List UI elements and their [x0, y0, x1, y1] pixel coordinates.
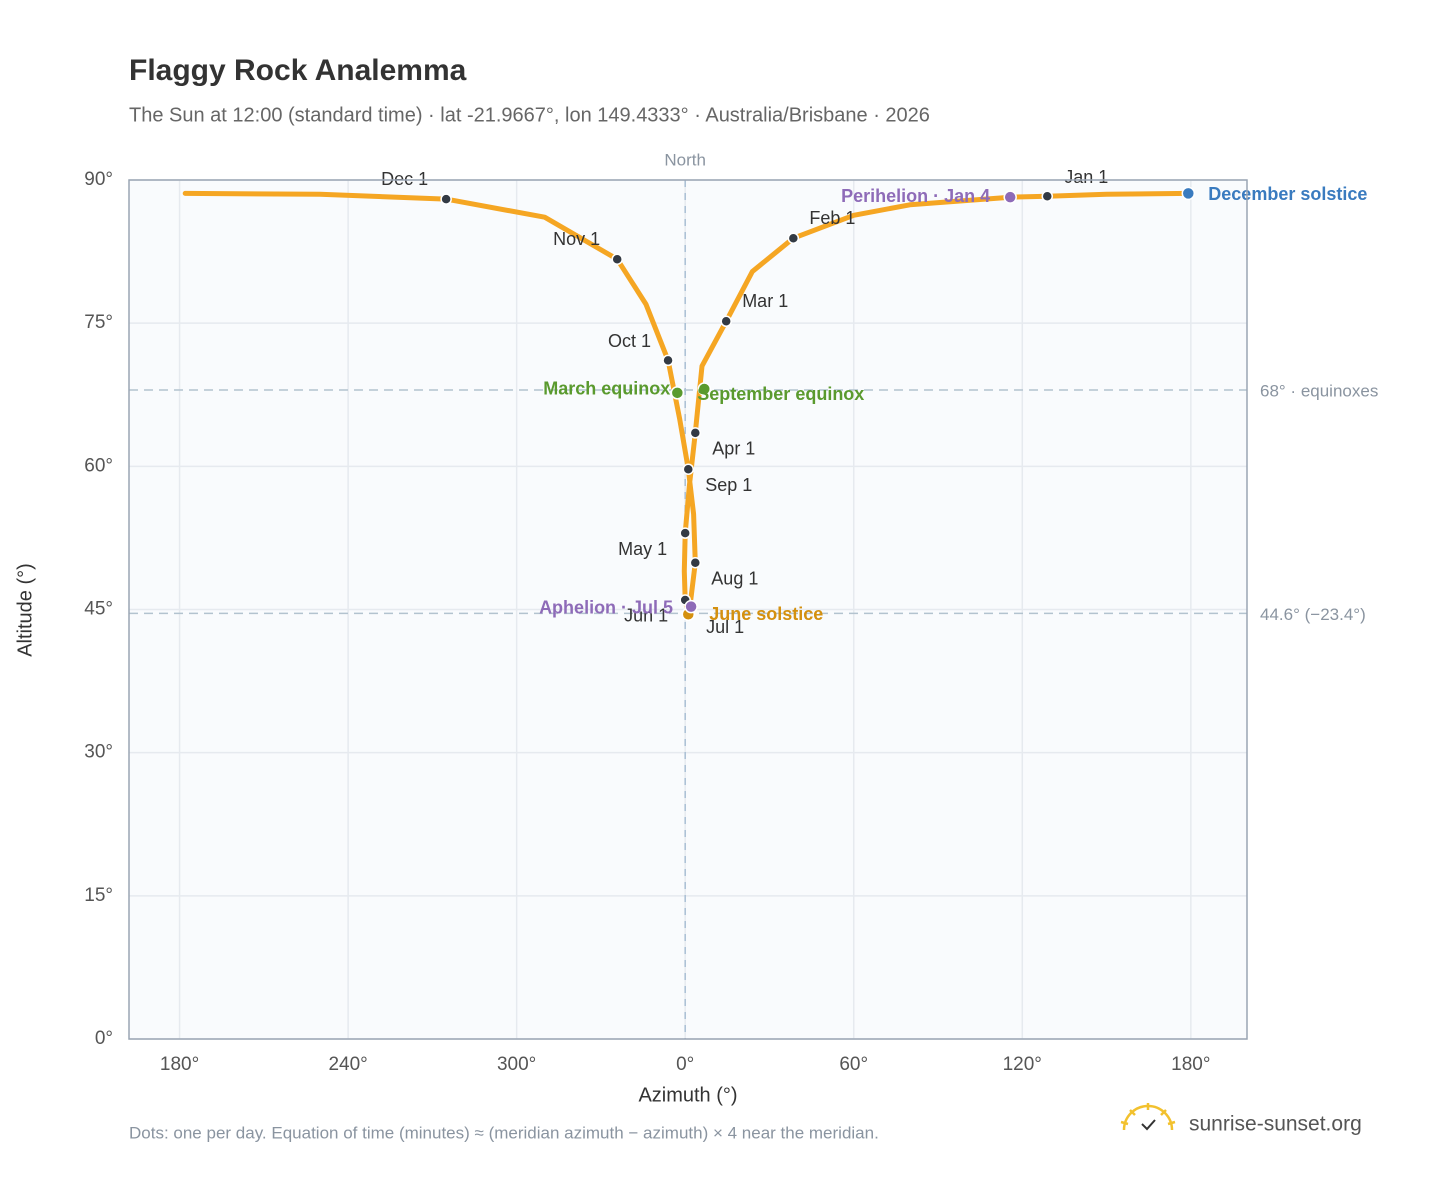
- event-label: Perihelion · Jan 4: [841, 186, 990, 206]
- reference-label: 68° · equinoxes: [1260, 381, 1378, 400]
- month-label: Feb 1: [809, 208, 855, 228]
- y-tick-label: 15°: [84, 885, 113, 906]
- event-label: June solstice: [709, 604, 823, 624]
- month-label: Jun 1: [624, 606, 668, 626]
- x-tick-label: 120°: [1003, 1054, 1042, 1075]
- y-tick-label: 45°: [84, 599, 113, 620]
- chart-subtitle: The Sun at 12:00 (standard time) · lat -…: [129, 104, 930, 126]
- x-tick-label: 60°: [839, 1054, 868, 1075]
- x-tick-label: 240°: [328, 1054, 367, 1075]
- month-label: Oct 1: [608, 331, 651, 351]
- month-label: Nov 1: [553, 229, 600, 249]
- event-label: March equinox: [543, 379, 670, 399]
- month-label: Apr 1: [712, 439, 755, 459]
- x-axis-label: Azimuth (°): [638, 1084, 737, 1106]
- month-label: Jan 1: [1064, 167, 1108, 187]
- y-tick-label: 0°: [95, 1028, 113, 1049]
- month-label: Mar 1: [742, 291, 788, 311]
- plot-layer: Jan 1 Feb 1 Mar 1 Apr 1 May 1 Jun 1 Jul 1 Aug 1…: [129, 167, 1367, 1040]
- event-marker: [670, 386, 685, 400]
- event-marker: [684, 599, 698, 614]
- month-marker: [611, 253, 623, 265]
- month-marker: [689, 427, 702, 439]
- analemma-curve: [182, 190, 1191, 617]
- month-label: Jul 1: [706, 617, 744, 637]
- month-marker: [440, 193, 452, 205]
- event-label: December solstice: [1208, 184, 1367, 204]
- event-marker: [1003, 190, 1017, 204]
- month-marker: [787, 232, 800, 244]
- footnote: Dots: one per day. Equation of time (min…: [129, 1123, 879, 1142]
- month-label: Aug 1: [711, 568, 758, 588]
- x-tick-label: 0°: [676, 1054, 694, 1075]
- x-tick-label: 180°: [160, 1054, 199, 1075]
- brand: sunrise-sunset.org: [1189, 1113, 1362, 1136]
- event-marker: [697, 382, 712, 396]
- brand-logo: [1120, 1103, 1176, 1131]
- chart-title: Flaggy Rock Analemma: [129, 54, 467, 87]
- meridian-label: North: [664, 150, 706, 169]
- month-marker: [679, 527, 691, 539]
- plot-border: [128, 179, 1248, 1040]
- event-label: September equinox: [697, 384, 864, 404]
- y-tick-label: 75°: [84, 312, 113, 333]
- event-label: Aphelion · Jul 5: [539, 597, 673, 617]
- y-tick-label: 90°: [84, 169, 113, 190]
- event-marker: [1181, 186, 1196, 201]
- month-label: May 1: [618, 539, 667, 559]
- y-axis-label: Altitude (°): [14, 563, 36, 657]
- x-tick-label: 300°: [497, 1054, 536, 1075]
- x-tick-label: 180°: [1171, 1054, 1210, 1075]
- month-label: Dec 1: [381, 169, 428, 189]
- month-marker: [689, 556, 702, 569]
- y-tick-label: 30°: [84, 742, 113, 763]
- month-label: Sep 1: [705, 475, 752, 495]
- month-marker: [662, 354, 674, 367]
- month-marker: [720, 315, 732, 328]
- y-tick-label: 60°: [84, 455, 113, 476]
- reference-label: 44.6° (−23.4°): [1260, 605, 1366, 624]
- month-marker: [1041, 190, 1054, 202]
- month-marker: [682, 463, 695, 475]
